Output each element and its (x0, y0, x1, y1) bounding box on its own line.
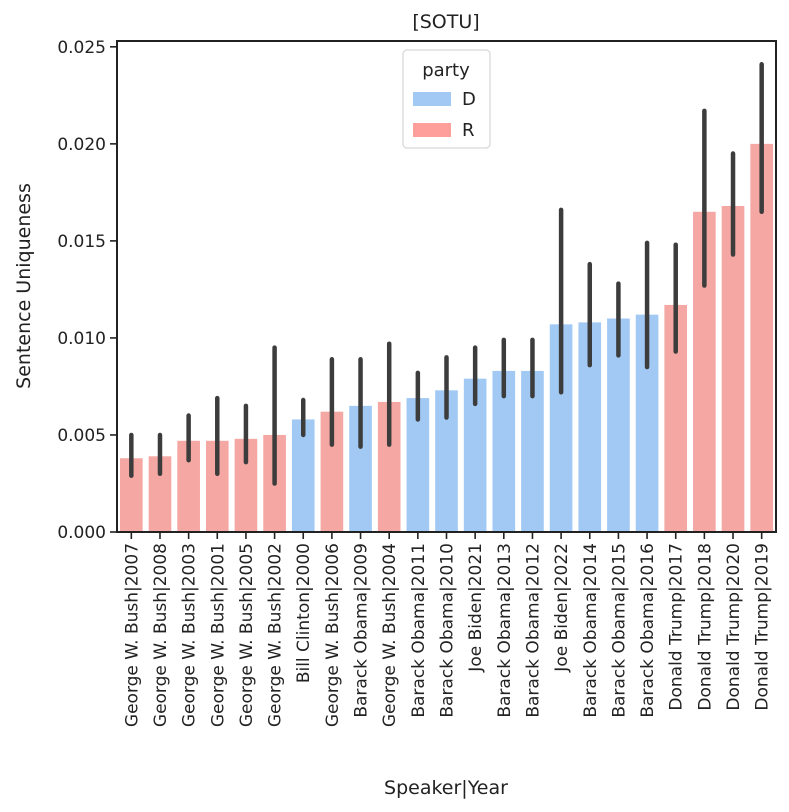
x-tick-label: Donald Trump|2019 (753, 543, 773, 711)
bar (205, 440, 229, 532)
legend-title: party (422, 60, 470, 81)
bar (435, 390, 458, 532)
x-axis: George W. Bush|2007 George W. Bush|2008 Ge… (122, 532, 773, 727)
y-axis: 0.000 0.005 0.010 0.015 0.020 0.025 (57, 38, 117, 543)
y-tick-label: 0.015 (57, 232, 106, 252)
chart-title: [SOTU] (412, 11, 479, 33)
x-tick-label: Barack Obama|2013 (495, 543, 515, 718)
x-tick-label: George W. Bush|2006 (323, 543, 343, 727)
y-tick-label: 0.010 (57, 329, 106, 349)
y-tick-label: 0.020 (57, 135, 106, 155)
bar (406, 398, 430, 532)
x-tick-label: Joe Biden|2021 (466, 543, 486, 673)
x-tick-label: Bill Clinton|2000 (294, 543, 314, 683)
bar (750, 143, 773, 533)
x-tick-label: Donald Trump|2020 (724, 543, 744, 711)
bars-group (120, 143, 773, 533)
bar (607, 318, 630, 532)
x-tick-label: George W. Bush|2005 (237, 543, 257, 727)
x-tick-label: George W. Bush|2001 (208, 543, 228, 727)
bar (492, 370, 516, 532)
bar (664, 304, 688, 532)
bar (349, 405, 372, 532)
bar (377, 401, 401, 532)
legend-swatch-r (413, 123, 451, 137)
legend-swatch-d (413, 92, 451, 106)
bar (234, 438, 258, 532)
legend-label-d: D (462, 89, 476, 110)
bar (320, 411, 344, 532)
bar (521, 370, 544, 532)
bar (578, 322, 602, 532)
y-tick-label: 0.005 (57, 426, 106, 446)
x-tick-label: George W. Bush|2008 (151, 543, 171, 727)
bar (463, 378, 487, 532)
x-tick-label: George W. Bush|2002 (266, 543, 286, 727)
errorbars-group (129, 62, 764, 486)
x-tick-label: Barack Obama|2014 (581, 543, 601, 718)
x-tick-label: Barack Obama|2009 (352, 543, 372, 718)
plot-frame (116, 40, 777, 533)
bar (549, 324, 573, 532)
x-tick-label: Barack Obama|2012 (523, 543, 543, 718)
y-axis-label: Sentence Uniqueness (13, 183, 35, 389)
bar (177, 440, 200, 532)
x-tick-label: Joe Biden|2022 (552, 543, 572, 673)
bar (148, 456, 172, 532)
bar (721, 205, 745, 532)
bar (291, 419, 315, 532)
x-tick-label: Donald Trump|2018 (695, 543, 715, 711)
bar (693, 211, 716, 532)
x-tick-label: Barack Obama|2011 (409, 543, 429, 718)
x-tick-label: George W. Bush|2007 (122, 543, 142, 727)
legend: party D R (402, 49, 491, 149)
x-tick-label: Barack Obama|2015 (609, 543, 629, 718)
x-tick-label: Barack Obama|2016 (638, 543, 658, 718)
bar (635, 314, 659, 532)
legend-label-r: R (462, 120, 475, 141)
x-tick-label: Barack Obama|2010 (438, 543, 458, 718)
y-tick-label: 0.025 (57, 38, 106, 58)
x-axis-label: Speaker|Year (384, 777, 508, 799)
x-tick-label: Donald Trump|2017 (667, 543, 687, 711)
x-tick-label: George W. Bush|2003 (180, 543, 200, 727)
bar (120, 458, 143, 532)
x-tick-label: George W. Bush|2004 (380, 543, 400, 727)
y-tick-label: 0.000 (57, 523, 106, 543)
